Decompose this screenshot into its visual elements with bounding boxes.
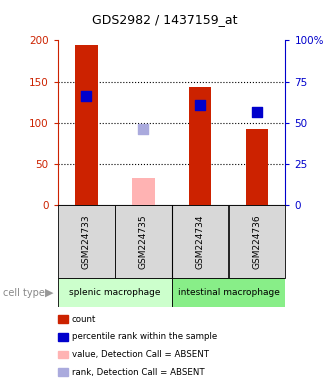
Bar <box>75 45 98 205</box>
FancyBboxPatch shape <box>58 278 172 307</box>
Text: GSM224734: GSM224734 <box>196 215 205 269</box>
Text: GDS2982 / 1437159_at: GDS2982 / 1437159_at <box>92 13 238 26</box>
Text: value, Detection Call = ABSENT: value, Detection Call = ABSENT <box>72 350 209 359</box>
Text: GSM224736: GSM224736 <box>252 215 261 269</box>
Text: rank, Detection Call = ABSENT: rank, Detection Call = ABSENT <box>72 367 204 377</box>
Point <box>141 126 146 132</box>
Text: ▶: ▶ <box>45 288 53 298</box>
Point <box>254 109 260 115</box>
FancyBboxPatch shape <box>115 205 172 278</box>
Text: percentile rank within the sample: percentile rank within the sample <box>72 332 217 341</box>
Bar <box>189 88 212 205</box>
FancyBboxPatch shape <box>172 205 228 278</box>
Bar <box>132 178 154 205</box>
Text: GSM224733: GSM224733 <box>82 215 91 269</box>
FancyBboxPatch shape <box>58 205 115 278</box>
Text: GSM224735: GSM224735 <box>139 215 148 269</box>
FancyBboxPatch shape <box>172 278 285 307</box>
Text: cell type: cell type <box>3 288 45 298</box>
Text: count: count <box>72 314 96 324</box>
Point <box>83 93 89 99</box>
Text: intestinal macrophage: intestinal macrophage <box>178 288 280 297</box>
Point <box>197 102 203 108</box>
Bar <box>246 129 268 205</box>
FancyBboxPatch shape <box>229 205 285 278</box>
Text: splenic macrophage: splenic macrophage <box>69 288 160 297</box>
